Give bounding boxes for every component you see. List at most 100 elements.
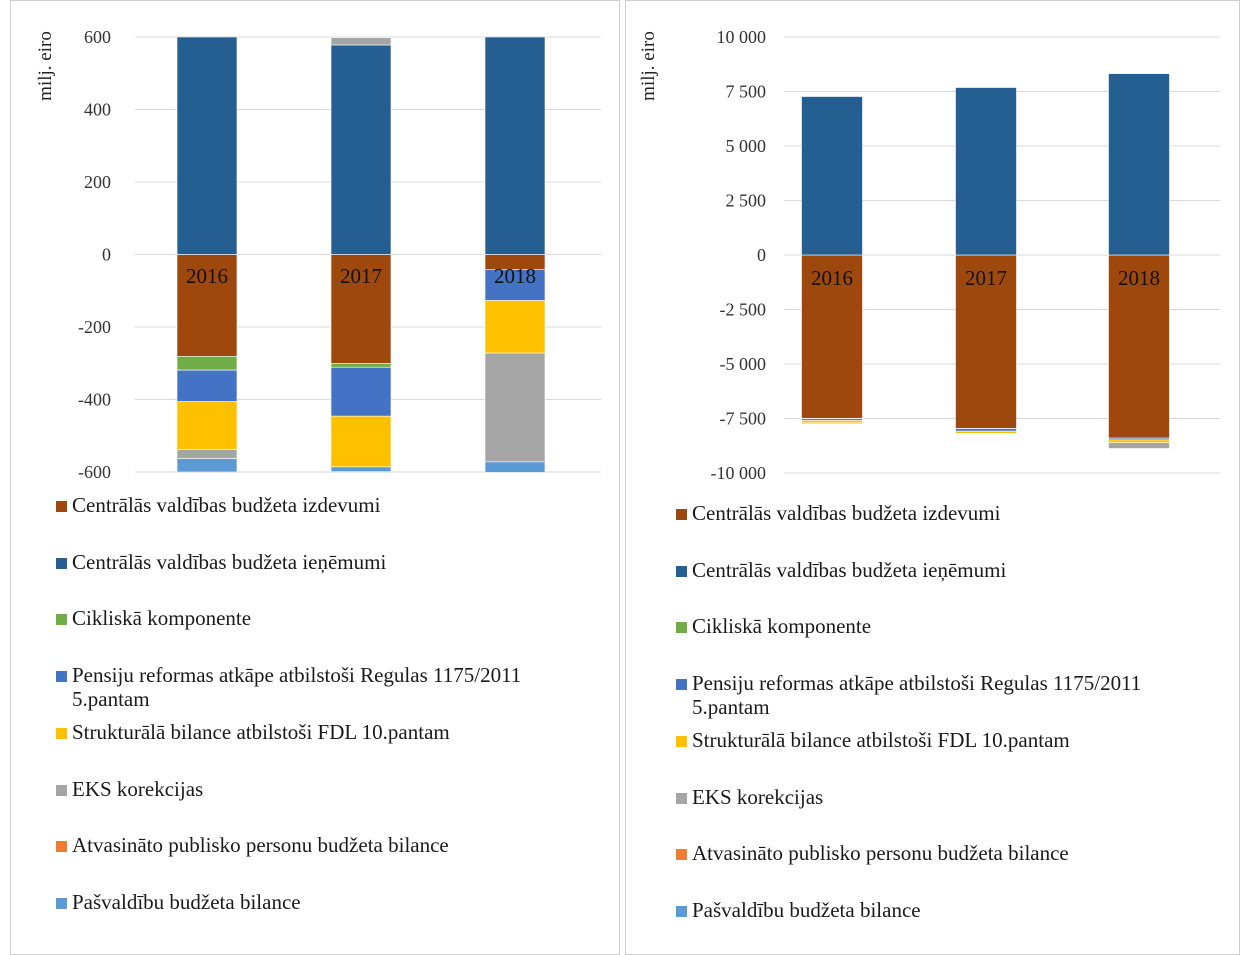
- bar-segment: [330, 363, 392, 368]
- bar-segment: [955, 87, 1017, 256]
- legend-label: Cikliskā komponente: [72, 606, 252, 630]
- legend-swatch: [56, 671, 67, 682]
- legend-swatch: [676, 736, 687, 747]
- legend-item: Pensiju reformas atkāpe atbilstoši Regul…: [56, 663, 601, 711]
- bar-segment: [176, 356, 238, 371]
- bar-segment: [330, 466, 392, 472]
- y-axis-label: milj. eiro: [638, 31, 659, 101]
- chart-panel-left: 600 400 200 0 -200 -400 -600 milj. eiro 2016 2017…: [10, 0, 620, 955]
- y-tick-label: -200: [78, 317, 111, 337]
- chart-right-svg: 10 000 7 500 5 000 2 500 0 -2 500 -5 000 -7 500…: [638, 27, 1220, 483]
- bars-group: [176, 37, 546, 472]
- legend-label: Pensiju reformas atkāpe atbilstoši Regul…: [72, 663, 522, 711]
- y-tick-label: -400: [78, 390, 111, 410]
- legend-item: Centrālās valdības budžeta izdevumi: [676, 501, 1000, 525]
- legend-item: Pašvaldību budžeta bilance: [676, 898, 921, 922]
- bar-segment: [484, 461, 546, 472]
- bar-segment: [801, 422, 863, 425]
- legend-label: Pensiju reformas atkāpe atbilstoši Regul…: [692, 671, 1142, 719]
- legend-item: Centrālās valdības budžeta ieņēmumi: [56, 550, 386, 574]
- y-tick-label: 2 500: [726, 191, 767, 211]
- legend-item: Cikliskā komponente: [56, 606, 251, 630]
- legend-label: Centrālās valdības budžeta izdevumi: [72, 493, 381, 517]
- legend-swatch: [676, 679, 687, 690]
- legend-swatch: [676, 849, 687, 860]
- legend-label: EKS korekcijas: [72, 777, 204, 801]
- bar-segment: [801, 254, 863, 419]
- bar-segment: [1108, 442, 1170, 449]
- bar-segment: [955, 254, 1017, 429]
- bar-segment: [176, 369, 238, 402]
- legend-label: Pašvaldību budžeta bilance: [692, 898, 921, 922]
- legend-swatch: [56, 728, 67, 739]
- legend-swatch: [676, 906, 687, 917]
- legend-label: Centrālās valdības budžeta ieņēmumi: [72, 550, 387, 574]
- bar-segment: [484, 37, 546, 255]
- y-tick-label: 0: [102, 245, 111, 265]
- category-label: 2018: [494, 264, 536, 288]
- legend-item: EKS korekcijas: [676, 785, 823, 809]
- y-tick-label: -2 500: [720, 300, 767, 320]
- legend-item: Strukturālā bilance atbilstoši FDL 10.pa…: [56, 720, 450, 744]
- legend-swatch: [56, 614, 67, 625]
- legend-label: Pašvaldību budžeta bilance: [72, 890, 301, 914]
- bar-segment: [330, 366, 392, 417]
- legend-swatch: [56, 558, 67, 569]
- chart-left-svg: 600 400 200 0 -200 -400 -600 milj. eiro 2016 2017…: [35, 27, 601, 482]
- legend-item: Pašvaldību budžeta bilance: [56, 890, 301, 914]
- legend-item: Atvasināto publisko personu budžeta bila…: [56, 833, 449, 857]
- bar-segment: [330, 44, 392, 255]
- bar-segment: [1108, 448, 1170, 450]
- y-tick-label: -600: [78, 462, 111, 482]
- legend-label: Atvasināto publisko personu budžeta bila…: [692, 841, 1069, 865]
- bar-segment: [176, 401, 238, 450]
- bar-segment: [330, 254, 392, 364]
- legend-swatch: [56, 841, 67, 852]
- bar-segment: [801, 420, 863, 424]
- legend-swatch: [676, 793, 687, 804]
- legend-label: Atvasināto publisko personu budžeta bila…: [72, 833, 449, 857]
- legend-item: Centrālās valdības budžeta ieņēmumi: [676, 558, 1006, 582]
- bar-segment: [955, 430, 1017, 434]
- bar-segment: [484, 300, 546, 354]
- bar-segment: [801, 96, 863, 256]
- bar-segment: [330, 415, 392, 468]
- y-tick-label: 400: [84, 100, 111, 120]
- bar-segment: [176, 449, 238, 459]
- legend-left: Centrālās valdības budžeta izdevumi Centr…: [56, 493, 601, 933]
- bar-segment: [176, 458, 238, 472]
- category-label: 2018: [1118, 266, 1160, 290]
- y-tick-label: 600: [84, 27, 111, 47]
- legend-swatch: [56, 501, 67, 512]
- legend-item: EKS korekcijas: [56, 777, 203, 801]
- y-tick-label: 7 500: [726, 82, 767, 102]
- y-axis-label: milj. eiro: [35, 31, 56, 101]
- bar-segment: [1108, 254, 1170, 439]
- category-label: 2016: [186, 264, 228, 288]
- bar-segment: [176, 37, 238, 255]
- y-tick-label: -5 000: [720, 354, 767, 374]
- legend-label: Strukturālā bilance atbilstoši FDL 10.pa…: [692, 728, 1070, 752]
- legend-swatch: [56, 785, 67, 796]
- y-tick-label: 5 000: [726, 136, 767, 156]
- legend-right: Centrālās valdības budžeta izdevumi Centr…: [676, 501, 1221, 941]
- category-label: 2017: [340, 264, 382, 288]
- bar-segment: [1108, 73, 1170, 256]
- y-tick-label: -10 000: [711, 463, 767, 483]
- legend-label: Strukturālā bilance atbilstoši FDL 10.pa…: [72, 720, 450, 744]
- legend-swatch: [676, 622, 687, 633]
- legend-item: Strukturālā bilance atbilstoši FDL 10.pa…: [676, 728, 1070, 752]
- legend-label: Cikliskā komponente: [692, 614, 872, 638]
- bar-segment: [955, 86, 1017, 88]
- bars-group: [801, 73, 1170, 450]
- bar-segment: [955, 428, 1017, 432]
- legend-label: Centrālās valdības budžeta ieņēmumi: [692, 558, 1007, 582]
- category-label: 2017: [965, 266, 1007, 290]
- y-tick-label: 10 000: [717, 27, 767, 47]
- legend-item: Cikliskā komponente: [676, 614, 871, 638]
- y-tick-label: -7 500: [720, 409, 767, 429]
- legend-swatch: [676, 509, 687, 520]
- category-label: 2016: [811, 266, 853, 290]
- bar-segment: [330, 37, 392, 46]
- y-tick-label: 0: [757, 245, 766, 265]
